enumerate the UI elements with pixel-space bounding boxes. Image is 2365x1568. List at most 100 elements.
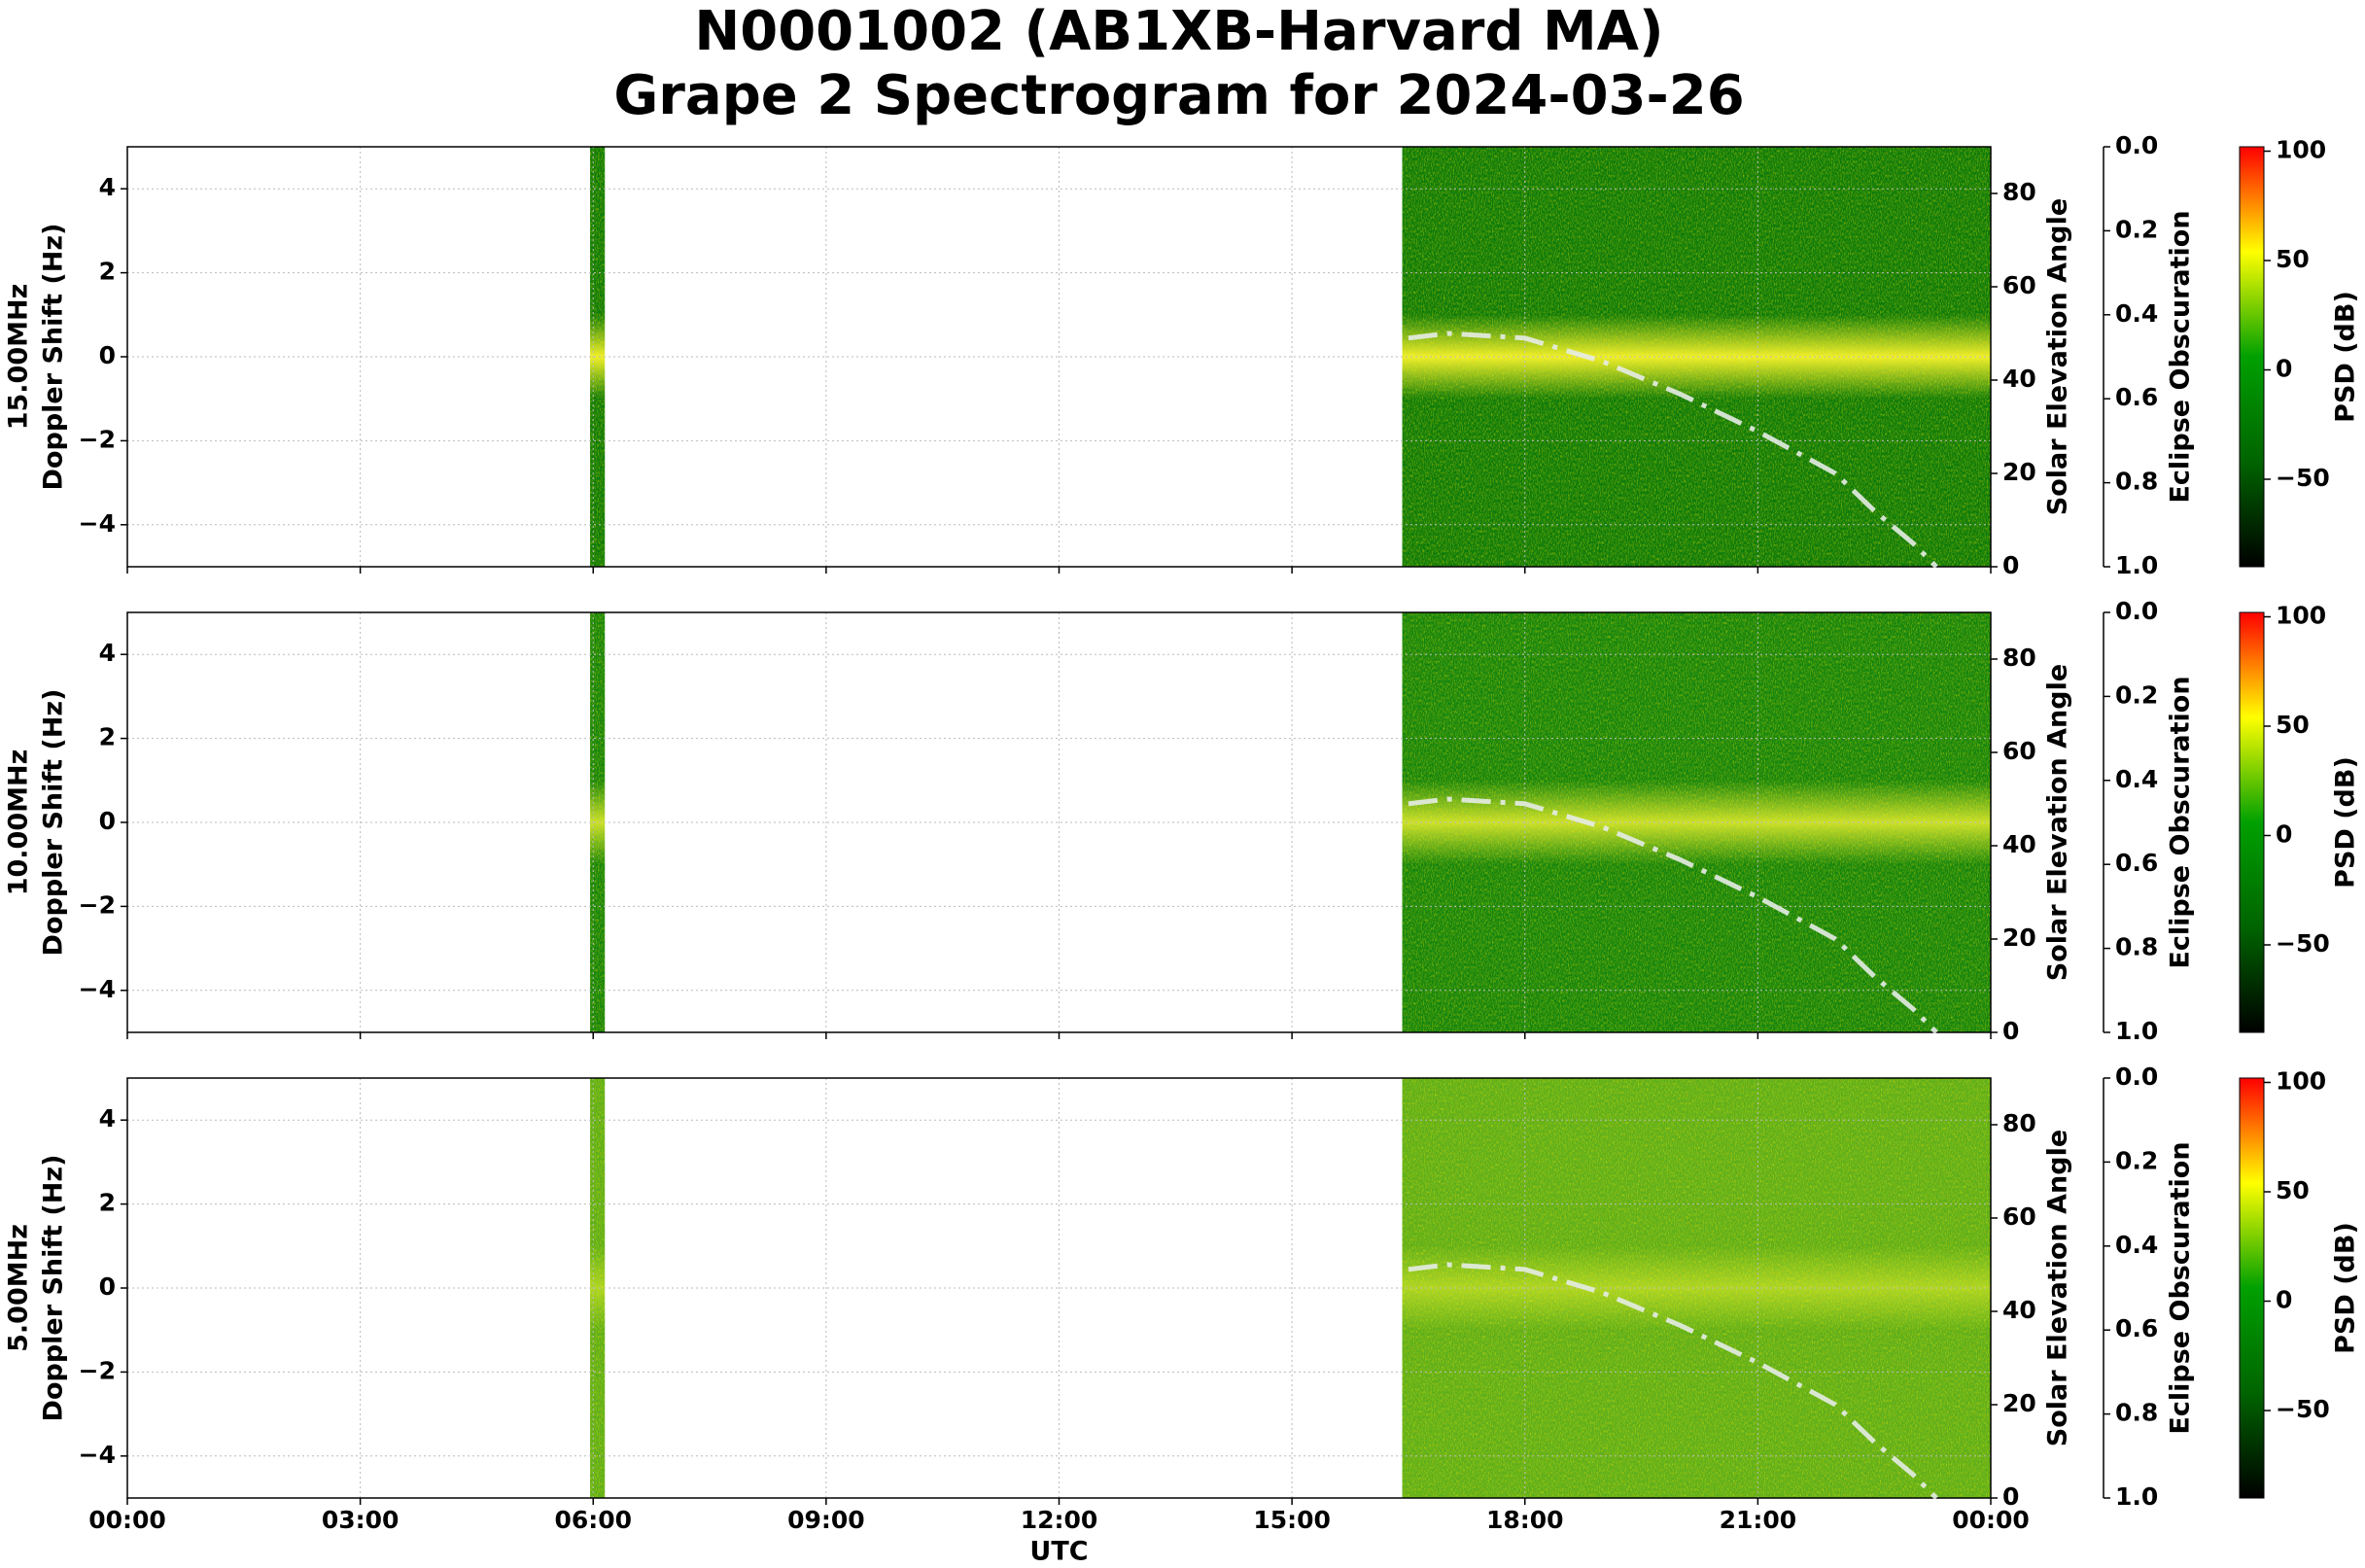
y2-tick-label: 60 bbox=[2002, 1202, 2036, 1231]
axes-frame bbox=[126, 611, 1992, 1033]
axes-frame bbox=[126, 1077, 1992, 1499]
axes-frame bbox=[126, 146, 1992, 568]
y-tick-label: 4 bbox=[99, 1104, 116, 1132]
y2-tick-label: 80 bbox=[2002, 644, 2036, 672]
solar-elevation-line bbox=[1408, 331, 1938, 569]
colorbar-tick-label: −50 bbox=[2276, 464, 2330, 492]
y3-tick-label: 0.4 bbox=[2115, 299, 2158, 328]
colorbar-label: PSD (dB) bbox=[2331, 756, 2361, 889]
y3-axis-label: Eclipse Obscuration bbox=[2166, 210, 2196, 503]
y-tick-label: 2 bbox=[99, 1189, 116, 1217]
y-axis-label: Doppler Shift (Hz) bbox=[39, 224, 69, 491]
frequency-label: 10.00MHz bbox=[4, 749, 34, 896]
colorbar bbox=[2239, 146, 2265, 568]
colorbar-label: PSD (dB) bbox=[2331, 1222, 2361, 1354]
y-tick-label: 4 bbox=[99, 639, 116, 667]
y3-tick-label: 0.6 bbox=[2115, 383, 2158, 411]
panel: 00:00 03:00 06:00 09:00 12:00 15:00 18:00 21:00… bbox=[4, 1063, 2361, 1567]
title: N0001002 (AB1XB-Harvard MA) bbox=[694, 0, 1663, 63]
x-tick-label: 18:00 bbox=[1486, 1506, 1564, 1534]
y2-tick-label: 80 bbox=[2002, 178, 2036, 206]
colorbar bbox=[2239, 1077, 2265, 1499]
y-tick-label: 2 bbox=[99, 258, 116, 286]
y3-tick-label: 1.0 bbox=[2115, 1017, 2158, 1045]
y-tick-label: 2 bbox=[99, 723, 116, 751]
y-axis-label: Doppler Shift (Hz) bbox=[39, 1155, 69, 1422]
colorbar bbox=[2239, 611, 2265, 1033]
y2-tick-label: 20 bbox=[2002, 1389, 2036, 1417]
y3-tick-label: 0.0 bbox=[2115, 131, 2158, 159]
y2-axis-label: Solar Elevation Angle bbox=[2043, 664, 2073, 981]
colorbar-tick-label: 50 bbox=[2276, 711, 2310, 739]
y-tick-label: −4 bbox=[79, 975, 116, 1003]
y3-tick-label: 0.6 bbox=[2115, 849, 2158, 877]
y3-axis-label: Eclipse Obscuration bbox=[2166, 676, 2196, 968]
frequency-label: 5.00MHz bbox=[4, 1224, 34, 1352]
y2-tick-label: 60 bbox=[2002, 737, 2036, 765]
y-tick-label: −2 bbox=[79, 425, 116, 453]
colorbar-tick-label: 100 bbox=[2276, 136, 2326, 164]
y3-tick-label: 1.0 bbox=[2115, 1482, 2158, 1511]
y2-axis-label: Solar Elevation Angle bbox=[2043, 198, 2073, 515]
y3-tick-label: 0.4 bbox=[2115, 1231, 2158, 1259]
y-tick-label: 4 bbox=[99, 173, 116, 201]
y2-tick-label: 20 bbox=[2002, 923, 2036, 952]
y3-tick-label: 1.0 bbox=[2115, 551, 2158, 579]
panel: −4−20240204060800.00.20.40.60.81.0−50050… bbox=[4, 597, 2361, 1045]
spectrum-noise bbox=[590, 147, 606, 567]
y3-tick-label: 0.2 bbox=[2115, 680, 2158, 709]
y2-tick-label: 0 bbox=[2002, 551, 2019, 579]
y-tick-label: 0 bbox=[99, 341, 116, 369]
y3-tick-label: 0.4 bbox=[2115, 765, 2158, 793]
y2-tick-label: 0 bbox=[2002, 1017, 2019, 1045]
y2-tick-label: 0 bbox=[2002, 1482, 2019, 1511]
x-tick-label: 00:00 bbox=[1952, 1506, 2030, 1534]
solar-elevation-line bbox=[1408, 1262, 1938, 1500]
y-tick-label: 0 bbox=[99, 1272, 116, 1301]
y3-tick-label: 0.8 bbox=[2115, 1399, 2158, 1427]
y-tick-label: −2 bbox=[79, 1356, 116, 1384]
solar-elevation-line bbox=[1408, 796, 1938, 1034]
colorbar-tick-label: −50 bbox=[2276, 1395, 2330, 1423]
y-tick-label: 0 bbox=[99, 807, 116, 835]
colorbar-tick-label: 100 bbox=[2276, 1067, 2326, 1096]
y3-tick-label: 0.6 bbox=[2115, 1314, 2158, 1342]
x-tick-label: 12:00 bbox=[1021, 1506, 1098, 1534]
x-axis-label: UTC bbox=[1029, 1537, 1088, 1567]
colorbar-tick-label: −50 bbox=[2276, 929, 2330, 958]
x-tick-label: 21:00 bbox=[1720, 1506, 1797, 1534]
x-tick-label: 09:00 bbox=[787, 1506, 865, 1534]
y3-tick-label: 0.2 bbox=[2115, 215, 2158, 243]
y2-tick-label: 40 bbox=[2002, 365, 2036, 393]
y2-tick-label: 40 bbox=[2002, 1296, 2036, 1324]
spectrum-noise bbox=[590, 612, 606, 1032]
x-tick-label: 00:00 bbox=[88, 1506, 166, 1534]
frequency-label: 15.00MHz bbox=[4, 284, 34, 431]
subtitle: Grape 2 Spectrogram for 2024-03-26 bbox=[613, 64, 1744, 127]
y3-tick-label: 0.0 bbox=[2115, 1063, 2158, 1091]
y3-tick-label: 0.2 bbox=[2115, 1146, 2158, 1174]
y2-tick-label: 20 bbox=[2002, 458, 2036, 486]
y2-tick-label: 80 bbox=[2002, 1109, 2036, 1137]
y-axis-label: Doppler Shift (Hz) bbox=[39, 689, 69, 957]
y-tick-label: −2 bbox=[79, 890, 116, 919]
panel: −4−20240204060800.00.20.40.60.81.0−50050… bbox=[4, 131, 2361, 579]
colorbar-label: PSD (dB) bbox=[2331, 291, 2361, 423]
colorbar-tick-label: 50 bbox=[2276, 245, 2310, 273]
colorbar-tick-label: 50 bbox=[2276, 1176, 2310, 1204]
x-tick-label: 06:00 bbox=[554, 1506, 632, 1534]
spectrum-noise bbox=[590, 1078, 606, 1498]
y3-tick-label: 0.8 bbox=[2115, 468, 2158, 496]
y3-tick-label: 0.8 bbox=[2115, 933, 2158, 961]
y3-axis-label: Eclipse Obscuration bbox=[2166, 1141, 2196, 1434]
colorbar-tick-label: 0 bbox=[2276, 820, 2292, 849]
y2-tick-label: 60 bbox=[2002, 271, 2036, 299]
colorbar-tick-label: 100 bbox=[2276, 602, 2326, 630]
y-tick-label: −4 bbox=[79, 1441, 116, 1469]
colorbar-tick-label: 0 bbox=[2276, 355, 2292, 383]
y2-axis-label: Solar Elevation Angle bbox=[2043, 1130, 2073, 1446]
x-tick-label: 15:00 bbox=[1253, 1506, 1331, 1534]
x-tick-label: 03:00 bbox=[322, 1506, 400, 1534]
